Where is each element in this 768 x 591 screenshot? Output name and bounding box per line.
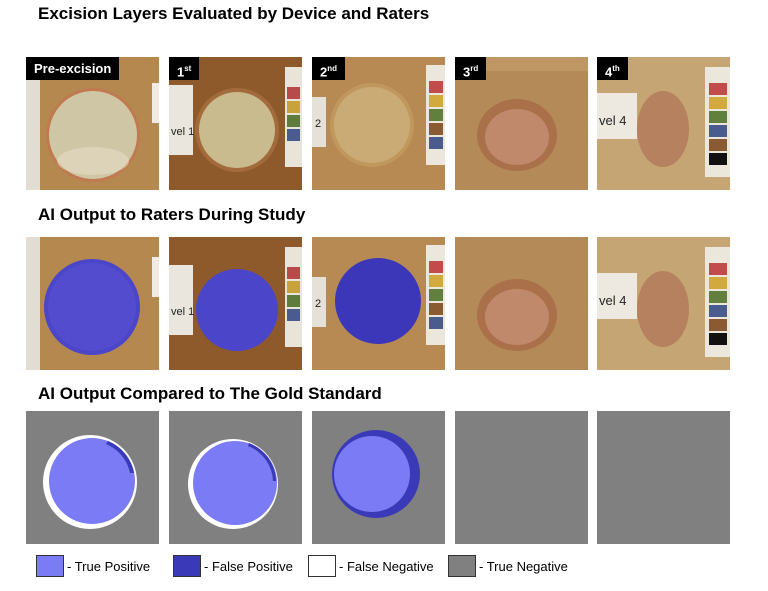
comparison-layer-1 [169,411,302,544]
true-positive-swatch [36,555,64,577]
column-label-4th: 4th [597,57,628,80]
photo-layer-3: 3rd [455,57,588,190]
comparison-pre-excision [26,411,159,544]
row2-title: AI Output to Raters During Study [38,205,306,224]
legend-false-negative: - False Negative [308,554,434,578]
legend-label: - True Positive [67,558,151,574]
photo-tag-level-1: vel 1 [171,126,194,138]
comparison-layer-4 [597,411,730,544]
photo-layer-4: vel 4 4th [597,57,730,190]
photo-pre-excision: Pre-excision [26,57,159,190]
photo-tag-level-2: 2 [315,298,321,310]
ai-overlay-layer-3 [455,237,588,370]
legend-true-negative: - True Negative [448,554,568,578]
photo-layer-1: vel 1 1st [169,57,302,190]
legend-label: - False Positive [204,558,293,574]
row3-title: AI Output Compared to The Gold Standard [38,384,382,403]
ai-overlay-layer-2: 2 [312,237,445,370]
photo-tag-level-4: vel 4 [599,293,626,308]
ai-overlay-pre-excision [26,237,159,370]
true-negative-swatch [448,555,476,577]
column-label-3rd: 3rd [455,57,487,80]
photo-tag-level-1: vel 1 [171,306,194,318]
legend-true-positive: - True Positive [36,554,150,578]
photo-layer-2: 2 2nd [312,57,445,190]
column-label-pre-excision: Pre-excision [26,57,120,80]
ai-overlay-layer-1: vel 1 [169,237,302,370]
comparison-layer-2 [312,411,445,544]
row1-title: Excision Layers Evaluated by Device and … [38,4,430,23]
false-positive-swatch [173,555,201,577]
legend-label: - True Negative [479,558,568,574]
ai-overlay-layer-4: vel 4 [597,237,730,370]
false-negative-swatch [308,555,336,577]
column-label-2nd: 2nd [312,57,346,80]
comparison-layer-3 [455,411,588,544]
column-label-1st: 1st [169,57,200,80]
legend-false-positive: - False Positive [173,554,293,578]
photo-tag-level-4: vel 4 [599,113,626,128]
legend-label: - False Negative [339,558,434,574]
photo-tag-level-2: 2 [315,118,321,130]
